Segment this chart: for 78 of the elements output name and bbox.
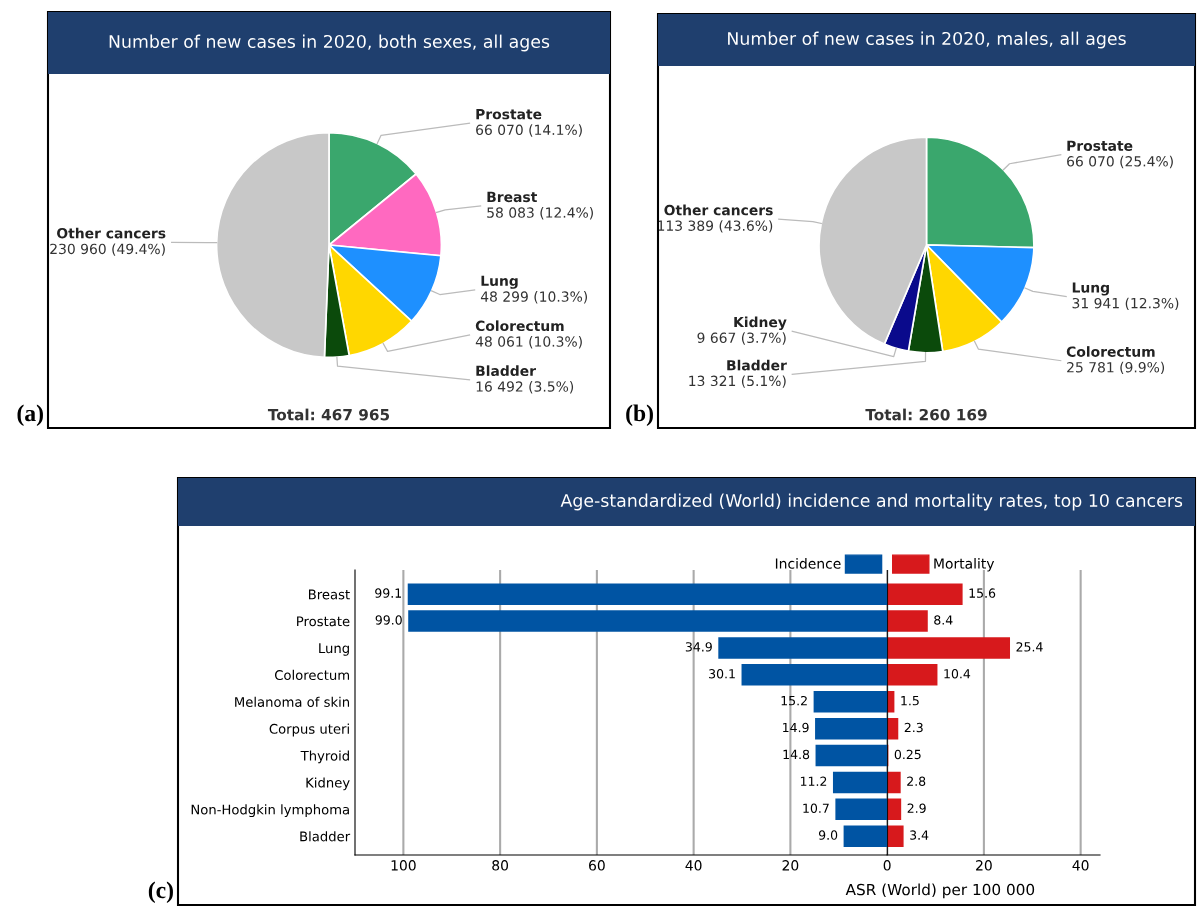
data-label: 14.8 (783, 749, 810, 760)
slice-label: Colorectum (1066, 346, 1155, 357)
data-label: 15.2 (781, 695, 807, 706)
bar (887, 771, 901, 794)
x-axis-title: ASR (World) per 100 000 (845, 883, 1035, 899)
y-tick-label: Non-Hodgkin lymphoma (191, 804, 349, 818)
data-label: 230 960 (49.4%) (50, 243, 165, 256)
data-label: 48 299 (10.3%) (480, 291, 588, 304)
slice-label: Breast (487, 191, 538, 203)
data-label: 66 070 (14.1%) (476, 124, 582, 137)
data-label: 11.2 (800, 776, 827, 786)
slice-label: Lung (481, 275, 518, 289)
data-label: 25.4 (1016, 642, 1043, 652)
x-tick-label: 20 (782, 860, 799, 871)
x-tick-label: 40 (685, 860, 702, 871)
y-tick-label: Melanoma of skin (235, 696, 350, 707)
data-label: 2.3 (904, 722, 923, 733)
slice-label: Bladder (476, 365, 536, 377)
slice-label: Colorectum (475, 320, 564, 332)
data-label: 31 941 (12.3%) (1072, 297, 1179, 311)
text: (c) (148, 881, 173, 903)
slice-label: Kidney (734, 316, 787, 331)
y-tick-label: Thyroid (300, 750, 349, 764)
data-label: 9.0 (818, 830, 838, 840)
slice-label: Prostate (1067, 140, 1133, 151)
x-tick-label: 40 (1072, 860, 1089, 871)
text: (b) (626, 404, 653, 426)
bar (815, 744, 888, 767)
bar (887, 583, 963, 605)
data-label: 2.8 (907, 776, 926, 787)
slice-label: Other cancers (57, 227, 166, 239)
data-label: 10.7 (803, 803, 829, 813)
legend-label: Incidence (775, 558, 841, 569)
bar (887, 610, 928, 632)
data-label: 13 321 (5.1%) (689, 375, 786, 388)
data-label: 0.25 (894, 749, 921, 760)
chart-title: Age-standardized (World) incidence and mortality rates, top 10 cancers (560, 493, 1183, 511)
x-tick-label: 0 (883, 860, 891, 871)
data-label: 9 667 (3.7%) (697, 332, 786, 345)
x-tick-label: 60 (589, 860, 605, 871)
x-tick-label: 100 (391, 860, 416, 871)
data-label: 58 083 (12.4%) (487, 207, 593, 220)
data-label: 25 781 (9.9%) (1067, 361, 1165, 375)
bar (887, 798, 902, 821)
y-tick-label: Kidney (306, 777, 350, 791)
chart-title: Number of new cases in 2020, males, all ages (728, 31, 1126, 49)
text: Total: 467 965 (267, 408, 390, 421)
data-label: 34.9 (685, 642, 712, 652)
slice-label: Bladder (727, 359, 787, 371)
x-tick-label: 80 (492, 860, 509, 871)
data-label: 113 389 (43.6%) (658, 220, 773, 233)
slice-label: Prostate (476, 109, 542, 120)
data-label: 99.0 (375, 615, 402, 625)
data-label: 66 070 (25.4%) (1067, 155, 1173, 169)
legend-label: Mortality (934, 558, 995, 572)
data-label: 14.9 (783, 722, 809, 733)
y-tick-label: Colorectum (274, 669, 350, 681)
y-tick-label: Corpus uteri (269, 723, 349, 737)
slice-label: Other cancers (664, 204, 773, 216)
data-label: 10.4 (944, 669, 971, 679)
data-label: 16 492 (3.5%) (476, 381, 574, 394)
y-tick-label: Prostate (297, 616, 350, 627)
slice-label: Lung (1072, 282, 1109, 296)
text: (a) (17, 404, 43, 426)
data-label: 3.4 (910, 830, 929, 840)
y-tick-label: Breast (309, 589, 350, 600)
data-label: 8.4 (934, 615, 953, 625)
y-tick-label: Bladder (300, 831, 351, 842)
data-label: 2.9 (907, 803, 926, 813)
data-label: 1.5 (901, 696, 919, 706)
y-tick-label: Lung (319, 643, 349, 656)
data-label: 15.6 (969, 588, 996, 598)
chart-title: Number of new cases in 2020, both sexes, all ages (109, 34, 550, 52)
text: Total: 260 169 (865, 408, 987, 421)
data-label: 30.1 (709, 669, 735, 679)
x-tick-label: 20 (976, 860, 992, 871)
data-label: 99.1 (375, 588, 402, 598)
data-label: 48 061 (10.3%) (475, 336, 582, 349)
